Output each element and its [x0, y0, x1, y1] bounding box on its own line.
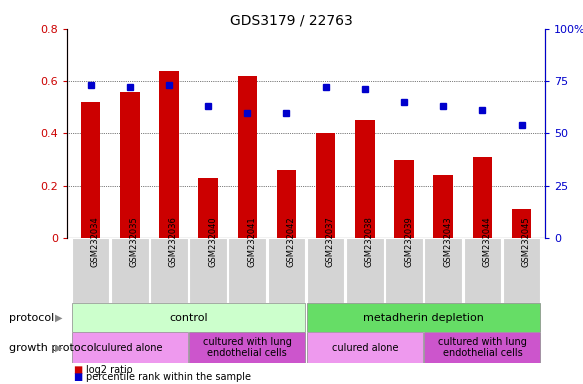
Bar: [111, 238, 149, 303]
Text: GDS3179 / 22763: GDS3179 / 22763: [230, 13, 353, 27]
Bar: [307, 332, 423, 363]
Bar: [198, 178, 218, 238]
Text: log2 ratio: log2 ratio: [86, 365, 132, 375]
Text: protocol: protocol: [9, 313, 54, 323]
Text: cultured with lung
endothelial cells: cultured with lung endothelial cells: [438, 337, 527, 358]
Text: ■: ■: [73, 372, 82, 382]
Bar: [473, 157, 492, 238]
Bar: [150, 238, 188, 303]
Bar: [277, 170, 296, 238]
Text: GSM232042: GSM232042: [286, 216, 296, 266]
Bar: [120, 91, 139, 238]
Bar: [268, 238, 305, 303]
Bar: [72, 238, 110, 303]
Text: GSM232043: GSM232043: [443, 216, 452, 267]
Bar: [346, 238, 384, 303]
Text: GSM232039: GSM232039: [404, 216, 413, 267]
Text: ▶: ▶: [55, 343, 62, 353]
Bar: [503, 238, 540, 303]
Text: ▶: ▶: [55, 313, 62, 323]
Text: ■: ■: [73, 365, 82, 375]
Text: metadherin depletion: metadherin depletion: [363, 313, 484, 323]
Bar: [237, 76, 257, 238]
Bar: [433, 175, 453, 238]
Bar: [355, 120, 375, 238]
Bar: [159, 71, 179, 238]
Bar: [72, 303, 305, 332]
Bar: [189, 238, 227, 303]
Text: culured alone: culured alone: [332, 343, 398, 353]
Bar: [512, 209, 531, 238]
Bar: [307, 238, 345, 303]
Text: GSM232041: GSM232041: [247, 216, 257, 266]
Bar: [463, 238, 501, 303]
Bar: [81, 102, 100, 238]
Bar: [229, 238, 266, 303]
Text: GSM232034: GSM232034: [90, 216, 100, 267]
Bar: [72, 332, 188, 363]
Text: GSM232040: GSM232040: [208, 216, 217, 266]
Text: GSM232045: GSM232045: [522, 216, 531, 266]
Text: GSM232038: GSM232038: [365, 216, 374, 267]
Text: GSM232037: GSM232037: [326, 216, 335, 267]
Bar: [189, 332, 305, 363]
Bar: [424, 332, 540, 363]
Bar: [424, 238, 462, 303]
Text: percentile rank within the sample: percentile rank within the sample: [86, 372, 251, 382]
Text: cultured with lung
endothelial cells: cultured with lung endothelial cells: [203, 337, 292, 358]
Text: control: control: [169, 313, 208, 323]
Bar: [316, 133, 335, 238]
Bar: [385, 238, 423, 303]
Text: GSM232044: GSM232044: [482, 216, 491, 266]
Text: GSM232035: GSM232035: [130, 216, 139, 267]
Text: growth protocol: growth protocol: [9, 343, 96, 353]
Bar: [394, 160, 414, 238]
Bar: [307, 303, 540, 332]
Text: culured alone: culured alone: [97, 343, 163, 353]
Text: GSM232036: GSM232036: [169, 216, 178, 267]
